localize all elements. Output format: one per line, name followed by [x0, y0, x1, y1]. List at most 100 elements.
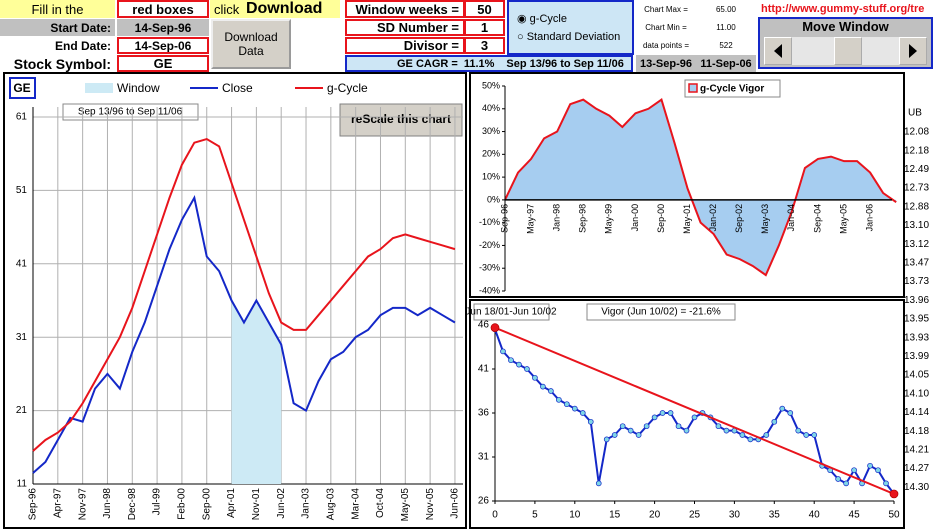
- scrollbar[interactable]: [764, 37, 927, 65]
- x-tick-label: Sep-96: [28, 488, 39, 521]
- rescale-button[interactable]: [339, 103, 463, 137]
- x-tick-label: 50: [888, 510, 900, 521]
- click: click: [214, 1, 240, 17]
- radio-group: ◉ g-Cycle ○ Standard Deviation: [507, 0, 634, 55]
- ub-value: 12.08: [904, 127, 929, 138]
- click-box: click Download: [210, 0, 340, 18]
- radio-option[interactable]: ◉ g-Cycle: [517, 13, 567, 25]
- stats-end: 11-Sep-06: [696, 55, 756, 72]
- cagr-period: Sep 13/96 to Sep 11/06: [506, 57, 624, 70]
- chart-label: GE: [13, 81, 30, 95]
- x-tick-label: Mar-04: [350, 488, 361, 520]
- marker: [851, 467, 857, 474]
- marker: [667, 410, 674, 416]
- symbol-label: Stock Symbol:: [13, 55, 111, 72]
- ub-value: 12.88: [904, 201, 929, 212]
- window-area: [231, 300, 282, 484]
- series-line: [32, 137, 456, 452]
- marker: [867, 462, 873, 469]
- start-date: 14-Sep-96: [117, 19, 209, 36]
- max-label: Chart Max =: [644, 4, 688, 14]
- ub-value: 13.47: [904, 258, 929, 269]
- marker: [524, 366, 530, 372]
- stats-start: 13-Sep-96: [636, 55, 696, 72]
- x-tick-label: Jun-06: [450, 488, 461, 519]
- marker: [739, 432, 746, 438]
- x-tick-label: Sep-98: [578, 204, 588, 233]
- marker: [611, 432, 618, 438]
- marker: [500, 348, 506, 355]
- scroll-right[interactable]: [899, 37, 927, 65]
- x-tick-label: 40: [809, 510, 821, 521]
- y-tick-label: -10%: [479, 217, 500, 227]
- x-tick-label: Sep-00: [656, 204, 666, 233]
- radio-label: g-Cycle: [529, 13, 567, 25]
- legend-label: Window: [117, 81, 160, 95]
- marker: [715, 423, 722, 430]
- x-tick-label: Sep-00: [201, 488, 212, 521]
- cagr-label: GE CAGR =: [397, 57, 458, 70]
- marker: [843, 480, 849, 487]
- vigor-area: [505, 99, 897, 276]
- x-tick-label: Jan-06: [864, 204, 874, 232]
- x-tick-label: Oct-04: [375, 488, 386, 518]
- marker: [803, 432, 810, 438]
- y-tick-label: 41: [478, 364, 490, 375]
- marker: [603, 436, 610, 443]
- marker: [643, 423, 650, 430]
- y-tick-label: 11: [17, 479, 28, 490]
- marker: [883, 480, 889, 487]
- ub-value: 14.05: [904, 370, 929, 381]
- x-tick-label: Apr-97: [52, 488, 63, 518]
- end-date: 14-Sep-06: [117, 37, 209, 54]
- vigor-line: [504, 98, 897, 277]
- x-tick-label: 45: [849, 510, 861, 521]
- main-frame: [3, 72, 467, 529]
- y-tick-label: 31: [16, 332, 28, 343]
- ub-value: 14.21: [904, 445, 929, 456]
- x-tick-label: Dec-98: [127, 488, 138, 521]
- move-window: Move Window: [758, 17, 933, 69]
- fill-label: Fill in the: [0, 0, 115, 18]
- download-button[interactable]: Download Data: [211, 19, 291, 69]
- legend-label: g-Cycle: [327, 81, 368, 95]
- marker: [595, 480, 602, 487]
- marker: [587, 418, 594, 425]
- x-tick-label: Sep-04: [812, 204, 822, 233]
- y-tick-label: 30%: [482, 126, 500, 136]
- y-tick-label: 26: [478, 496, 490, 507]
- move-window-title: Move Window: [802, 19, 889, 34]
- marker: [875, 467, 881, 474]
- min-label: Chart Min =: [645, 22, 687, 32]
- scroll-left[interactable]: [764, 37, 792, 65]
- red-boxes: red boxes: [117, 0, 209, 18]
- y-tick-label: -20%: [479, 240, 500, 250]
- x-tick-label: Nov-05: [425, 488, 436, 521]
- scroll-thumb[interactable]: [834, 37, 862, 65]
- vigor-legend: [684, 79, 781, 98]
- radio-option[interactable]: ○ Standard Deviation: [517, 31, 621, 43]
- window-frame: [469, 299, 905, 529]
- cagr: 11.1%: [463, 57, 495, 70]
- ub-value: 14.30: [904, 482, 929, 493]
- marker: [691, 414, 698, 421]
- marker: [619, 423, 626, 430]
- sd-label: SD Number =: [345, 19, 465, 36]
- ub-value: 13.73: [904, 276, 929, 287]
- min: 11.00: [716, 22, 736, 32]
- end-label: End Date:: [54, 38, 111, 53]
- ub-value: 14.27: [904, 463, 929, 474]
- x-tick-label: 5: [532, 510, 538, 521]
- ub-value: 13.93: [904, 332, 929, 343]
- link[interactable]: http://www.gummy-stuff.org/tre: [761, 2, 925, 15]
- ub-header: UB: [908, 108, 922, 119]
- marker: [835, 476, 841, 482]
- marker: [532, 374, 538, 381]
- download: Download: [245, 0, 323, 17]
- legend-swatch: [688, 83, 698, 93]
- x-tick-label: May-05: [400, 488, 411, 522]
- x-tick-label: 0: [492, 510, 498, 521]
- x-tick-label: Feb-00: [177, 488, 188, 520]
- start-label: Start Date:: [0, 19, 115, 36]
- series-line: [494, 326, 895, 495]
